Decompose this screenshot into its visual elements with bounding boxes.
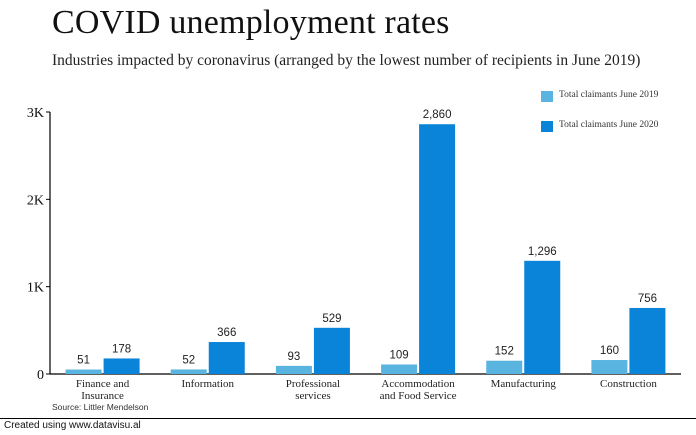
bar-chart: 0 1K 2K 3K 51 178 Finance and Insurance 52 366 Inf… — [27, 106, 681, 402]
x-tick-label: Construction — [600, 378, 657, 390]
y-tick-label: 1K — [27, 281, 44, 296]
bar-2019 — [591, 360, 628, 374]
bar-2020 — [419, 124, 456, 374]
x-tick-label: Information — [181, 378, 234, 390]
bar-2019 — [486, 360, 523, 374]
data-label: 51 — [77, 355, 90, 367]
source-note: Source: Littler Mendelson — [52, 402, 149, 412]
bar-2019 — [381, 364, 418, 374]
data-label: 1,296 — [528, 246, 557, 258]
bar-2019 — [275, 365, 312, 374]
data-label: 2,860 — [423, 109, 452, 121]
footer-credit: Created using www.datavisu.al — [4, 420, 141, 431]
bar-2020 — [524, 260, 561, 374]
legend-label-2019: Total claimants June 2019 — [559, 90, 659, 100]
chart-subtitle: Industries impacted by coronavirus (arra… — [52, 52, 641, 69]
bar-2019 — [170, 369, 207, 374]
y-tick-label: 0 — [37, 368, 44, 383]
data-label: 529 — [322, 313, 341, 325]
bar-2020 — [103, 358, 140, 374]
legend-swatch-2020 — [541, 121, 553, 132]
data-label: 93 — [288, 351, 301, 363]
data-label: 756 — [638, 293, 657, 305]
data-label: 109 — [389, 349, 408, 361]
legend-label-2020: Total claimants June 2020 — [559, 120, 659, 130]
legend-swatch-2019 — [541, 91, 553, 102]
data-label: 152 — [495, 346, 514, 358]
data-label: 52 — [182, 354, 195, 366]
y-tick-label: 3K — [27, 106, 44, 121]
footer-divider — [0, 418, 696, 419]
x-tick-label: Professional services — [286, 378, 340, 402]
bar-2020 — [313, 327, 350, 374]
bar-2020 — [629, 307, 666, 374]
x-tick-label: Finance and Insurance — [76, 378, 130, 402]
bar-2020 — [208, 342, 245, 374]
data-label: 160 — [600, 345, 619, 357]
y-tick-label: 2K — [27, 193, 44, 208]
x-tick-label: Accommodation and Food Service — [380, 378, 457, 402]
data-label: 178 — [112, 343, 131, 355]
chart-title: COVID unemployment rates — [52, 4, 450, 41]
x-tick-label: Manufacturing — [491, 378, 557, 390]
data-label: 366 — [217, 327, 236, 339]
bar-2019 — [65, 369, 102, 374]
